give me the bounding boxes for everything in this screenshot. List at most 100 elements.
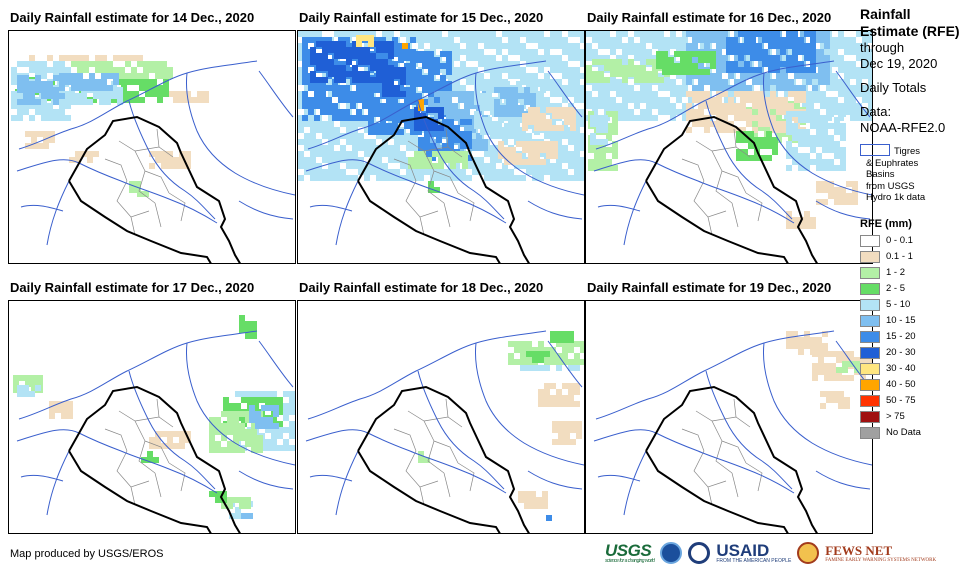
rainfall-cell xyxy=(496,133,502,139)
rainfall-cell xyxy=(552,427,558,433)
rainfall-cell xyxy=(416,81,422,87)
rainfall-cell xyxy=(454,163,460,169)
rainfall-cell xyxy=(149,61,155,67)
rainfall-cell xyxy=(716,31,722,37)
rainfall-cell xyxy=(392,51,398,57)
rainfall-cell xyxy=(496,169,502,175)
rainfall-cell xyxy=(107,61,113,67)
rainfall-cell xyxy=(35,81,41,87)
rainfall-cell xyxy=(514,61,520,67)
rainfall-cell xyxy=(832,97,838,103)
rainfall-cell xyxy=(600,153,606,159)
rainfall-cell xyxy=(740,97,746,103)
rainfall-cell xyxy=(538,341,544,347)
rainfall-cell xyxy=(514,359,520,365)
rainfall-cell xyxy=(776,109,782,115)
rainfall-cell xyxy=(822,159,828,165)
rainfall-cell xyxy=(832,79,838,85)
rainfall-cell xyxy=(428,81,434,87)
rainfall-cell xyxy=(416,129,422,135)
rainfall-cell xyxy=(550,331,556,337)
rainfall-cell xyxy=(362,35,368,41)
rainfall-cell xyxy=(770,121,776,127)
rainfall-cell xyxy=(788,103,794,109)
rainfall-cell xyxy=(840,111,846,117)
rainfall-cell xyxy=(245,411,251,417)
rainfall-cell xyxy=(362,115,368,121)
rainfall-cell xyxy=(448,131,454,137)
rainfall-cell xyxy=(259,397,265,403)
rainfall-cell xyxy=(245,333,251,339)
rainfall-cell xyxy=(562,383,568,389)
rainfall-cell xyxy=(316,31,322,37)
rainfall-cell xyxy=(235,403,241,409)
rainfall-cell xyxy=(432,125,438,131)
rainfall-cell xyxy=(532,169,538,175)
rainfall-cell xyxy=(235,507,241,513)
rainfall-cell xyxy=(798,111,804,117)
rainfall-cell xyxy=(640,71,646,77)
rainfall-cell xyxy=(598,31,604,37)
rainfall-cell xyxy=(530,99,536,105)
rainfall-cell xyxy=(610,97,616,103)
rainfall-cell xyxy=(764,97,770,103)
rainfall-cell xyxy=(804,55,810,61)
rainfall-cell xyxy=(338,91,344,97)
rainfall-cell xyxy=(598,67,604,73)
rainfall-cell xyxy=(836,375,842,381)
rainfall-cell xyxy=(332,61,338,67)
rainfall-cell xyxy=(862,49,868,55)
rainfall-cell xyxy=(434,91,440,97)
rainfall-cell xyxy=(856,79,862,85)
rainfall-cell xyxy=(376,169,382,175)
rainfall-cell xyxy=(838,391,844,397)
rainfall-cell xyxy=(326,109,332,115)
rainfall-cell xyxy=(95,67,101,73)
rainfall-cell xyxy=(442,37,448,43)
rainfall-cell xyxy=(241,513,247,519)
rainfall-cell xyxy=(854,361,860,367)
rainfall-cell xyxy=(11,67,17,73)
rainfall-cell xyxy=(798,337,804,343)
rainfall-cell xyxy=(744,31,750,37)
rainfall-cell xyxy=(588,165,594,171)
rainfall-cell xyxy=(442,119,448,125)
rainfall-cell xyxy=(612,153,618,159)
rainfall-cell xyxy=(512,93,518,99)
rainfall-cell xyxy=(692,31,698,37)
rainfall-cell xyxy=(430,175,436,181)
rainfall-cell xyxy=(59,55,65,61)
rainfall-cell xyxy=(267,417,273,423)
rainfall-cell xyxy=(520,133,526,139)
rainfall-cell xyxy=(814,91,820,97)
rainfall-cell xyxy=(454,137,460,143)
rainfall-cell xyxy=(850,61,856,67)
rainfall-cell xyxy=(610,103,616,109)
rainfall-cell xyxy=(320,109,326,115)
rainfall-cell xyxy=(438,163,444,169)
rainfall-cell xyxy=(478,163,484,169)
rainfall-cell xyxy=(604,97,610,103)
rainfall-cell xyxy=(147,457,153,463)
rainfall-cell xyxy=(143,73,149,79)
rainfall-cell xyxy=(622,61,628,67)
rainfall-cell xyxy=(798,61,804,67)
rainfall-cell xyxy=(508,359,514,365)
rainfall-cell xyxy=(794,73,800,79)
rainfall-cell xyxy=(314,103,320,109)
rainfall-cell xyxy=(496,67,502,73)
rainfall-cell xyxy=(838,103,844,109)
rainfall-cell xyxy=(382,163,388,169)
rainfall-cell xyxy=(532,365,538,371)
rainfall-cell xyxy=(516,81,522,87)
rainfall-cell xyxy=(157,85,163,91)
rainfall-cell xyxy=(113,55,119,61)
rainfall-cell xyxy=(328,47,334,53)
rainfall-cell xyxy=(49,413,55,419)
rainfall-cell xyxy=(786,147,792,153)
rainfall-cell xyxy=(804,117,810,123)
rainfall-cell xyxy=(592,97,598,103)
rainfall-cell xyxy=(59,85,65,91)
rainfall-cell xyxy=(394,67,400,73)
rainfall-cell xyxy=(856,103,862,109)
